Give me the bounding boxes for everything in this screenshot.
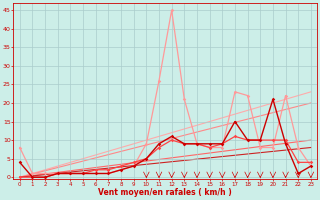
X-axis label: Vent moyen/en rafales ( km/h ): Vent moyen/en rafales ( km/h ) (99, 188, 232, 197)
